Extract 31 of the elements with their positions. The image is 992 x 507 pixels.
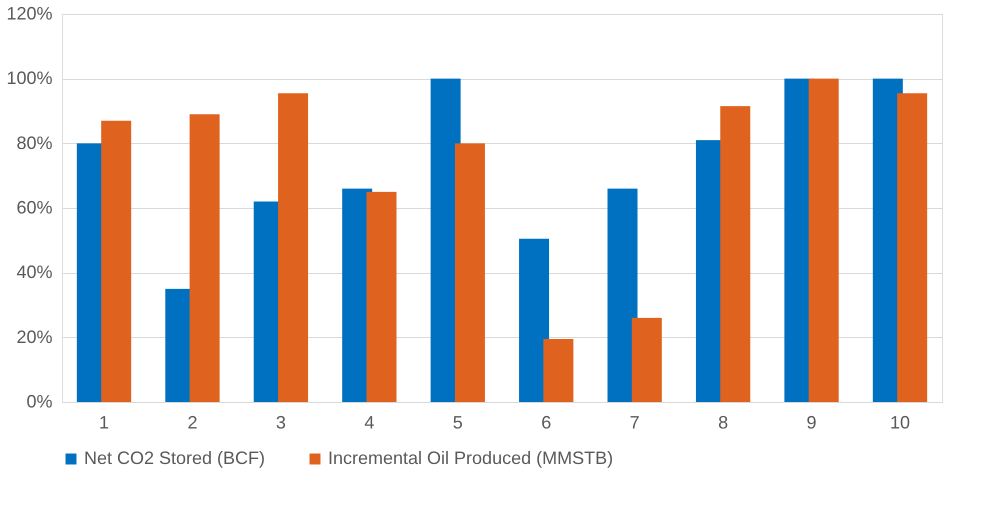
bar bbox=[897, 93, 928, 402]
x-tick-label: 2 bbox=[187, 412, 198, 432]
bar bbox=[366, 192, 396, 402]
x-tick-label: 3 bbox=[276, 412, 286, 432]
y-tick-label: 0% bbox=[26, 392, 52, 412]
x-tick-label: 5 bbox=[452, 412, 463, 432]
y-tick-label: 40% bbox=[16, 262, 52, 282]
y-tick-label: 120% bbox=[6, 4, 52, 24]
x-tick-label: 8 bbox=[718, 412, 728, 432]
x-tick-label: 4 bbox=[364, 412, 374, 432]
x-tick-label: 6 bbox=[541, 412, 552, 432]
bar bbox=[720, 106, 750, 402]
x-tick-label: 9 bbox=[806, 412, 817, 432]
bar bbox=[101, 120, 132, 402]
x-tick-label: 1 bbox=[99, 412, 110, 432]
bar bbox=[190, 114, 220, 402]
y-tick-label: 100% bbox=[6, 68, 52, 88]
legend-label: Incremental Oil Produced (MMSTB) bbox=[328, 448, 614, 468]
y-tick-label: 20% bbox=[16, 326, 52, 347]
bar bbox=[454, 143, 485, 402]
bar bbox=[519, 238, 550, 402]
bar bbox=[632, 318, 662, 402]
y-tick-label: 80% bbox=[16, 132, 52, 153]
bar bbox=[543, 338, 574, 402]
legend-label: Net CO2 Stored (BCF) bbox=[84, 448, 266, 468]
x-tick-label: 7 bbox=[630, 412, 640, 432]
y-tick-label: 60% bbox=[16, 198, 52, 218]
bar bbox=[278, 93, 308, 402]
x-tick-label: 10 bbox=[890, 412, 910, 432]
bar bbox=[608, 188, 638, 402]
bar bbox=[808, 78, 839, 402]
